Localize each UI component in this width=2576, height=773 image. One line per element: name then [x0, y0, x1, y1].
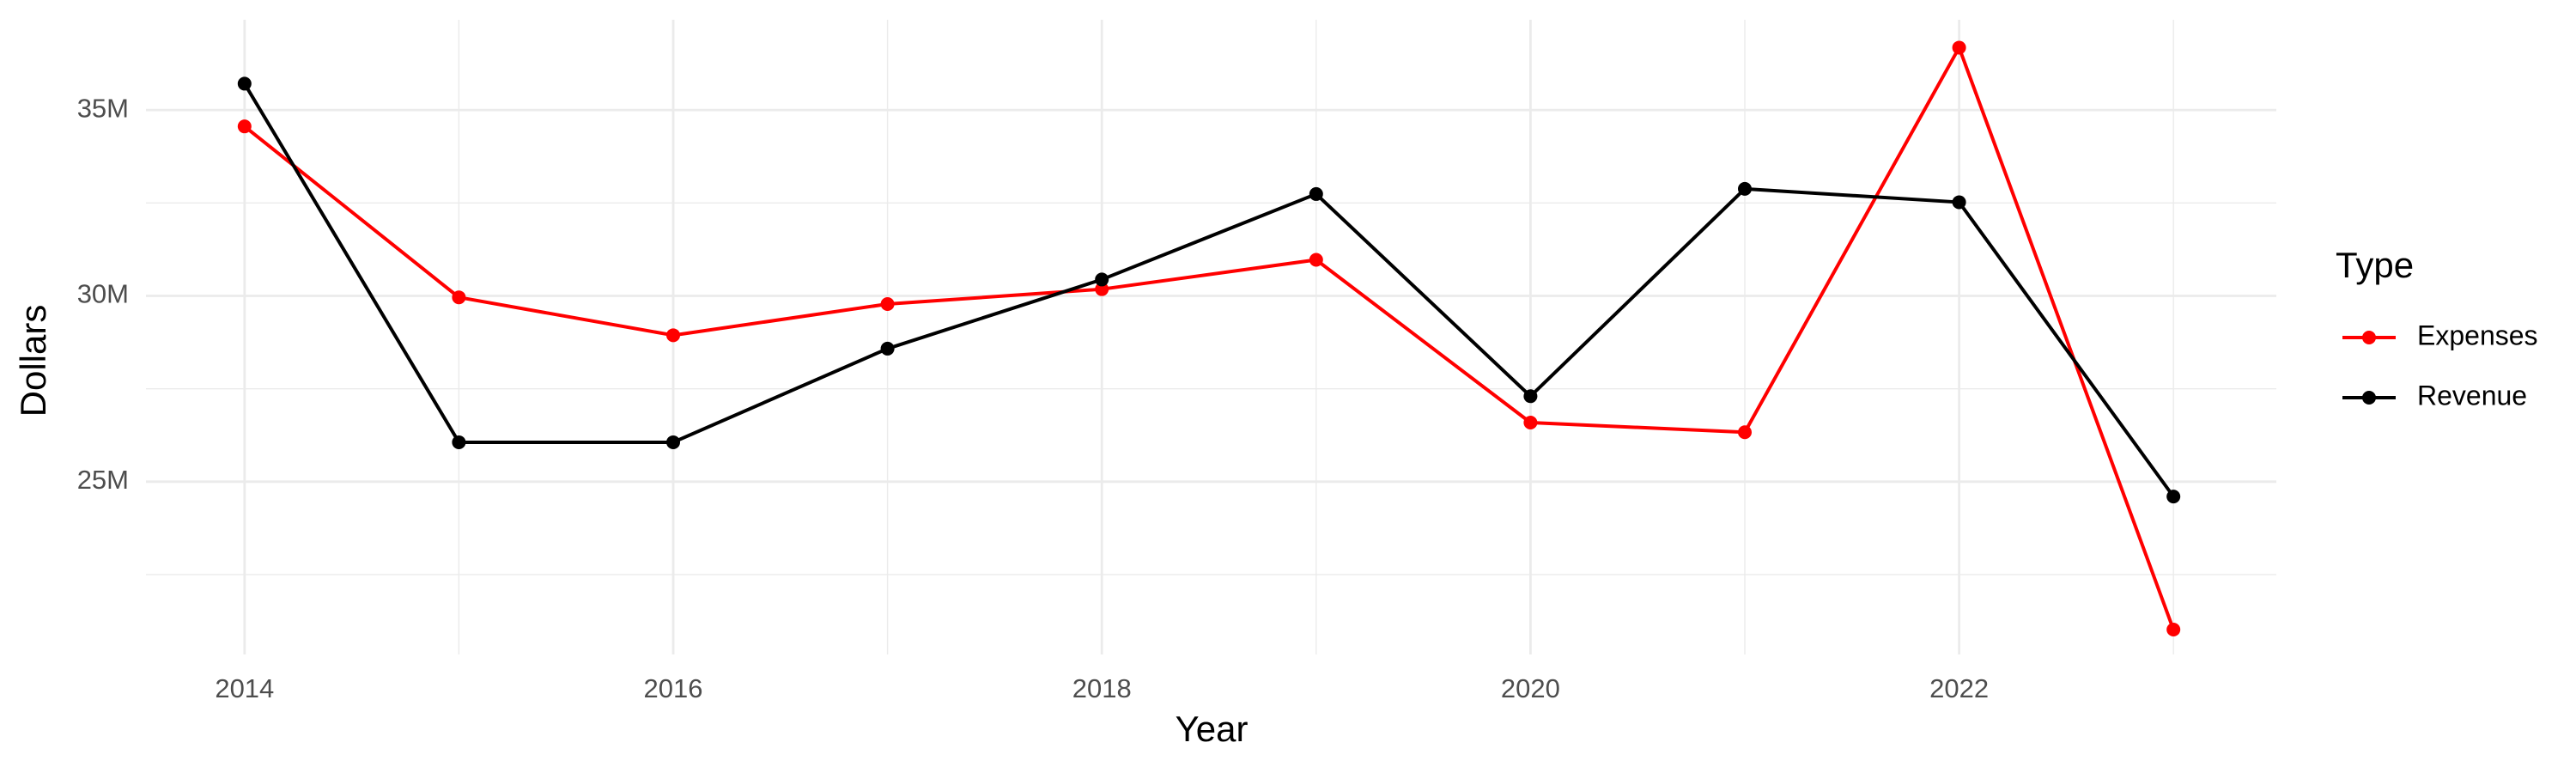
- data-point: [1737, 425, 1752, 440]
- data-point: [237, 76, 252, 91]
- data-point: [666, 328, 681, 343]
- data-point: [880, 296, 895, 311]
- data-point: [452, 435, 466, 449]
- data-point: [2166, 490, 2181, 504]
- data-point: [2166, 623, 2181, 637]
- legend-title: Type: [2336, 245, 2414, 285]
- x-tick-label: 2018: [1072, 673, 1132, 703]
- data-point: [1095, 272, 1109, 287]
- legend-label: Revenue: [2417, 380, 2527, 411]
- x-axis-title: Year: [1176, 709, 1249, 749]
- data-point: [452, 290, 466, 305]
- data-point: [1309, 253, 1323, 267]
- x-tick-label: 2022: [1929, 673, 1989, 703]
- data-point: [1737, 181, 1752, 196]
- data-point: [237, 119, 252, 134]
- data-point: [1952, 40, 1966, 55]
- series-line: [243, 82, 2175, 498]
- data-point: [1309, 186, 1323, 201]
- x-tick-label: 2016: [644, 673, 703, 703]
- series-line: [243, 46, 2176, 630]
- y-tick-label: 25M: [77, 465, 129, 495]
- legend-label: Expenses: [2417, 320, 2538, 350]
- x-tick-label: 2020: [1501, 673, 1560, 703]
- y-tick-label: 35M: [77, 93, 129, 123]
- data-point: [1095, 282, 1109, 296]
- y-tick-label: 30M: [77, 279, 129, 309]
- data-point: [1523, 416, 1538, 430]
- y-axis-title: Dollars: [13, 305, 53, 417]
- legend-key-point: [2362, 391, 2376, 405]
- data-point: [666, 435, 681, 449]
- data-point: [880, 341, 895, 356]
- data-point: [1952, 195, 1966, 210]
- x-tick-label: 2014: [215, 673, 274, 703]
- legend-key-point: [2362, 331, 2376, 344]
- data-point: [1523, 389, 1538, 404]
